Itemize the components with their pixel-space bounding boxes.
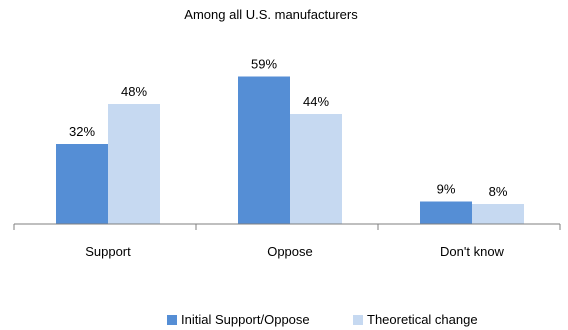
category-label-support: Support (85, 244, 131, 259)
data-label-support-series1: 32% (69, 124, 95, 139)
data-label-oppose-series2: 44% (303, 94, 329, 109)
x-axis-ticks (13, 224, 561, 230)
data-label-don-t-know-series2: 8% (489, 184, 508, 199)
category-labels: Support Oppose Don't know (85, 244, 504, 259)
bar-oppose-series1 (238, 76, 290, 224)
legend-label-series2: Theoretical change (367, 312, 478, 327)
data-label-don-t-know-series1: 9% (437, 182, 456, 197)
legend-label-series1: Initial Support/Oppose (181, 312, 310, 327)
legend-swatch-series2 (353, 315, 363, 325)
category-label-oppose: Oppose (267, 244, 313, 259)
bar-oppose-series2 (290, 114, 342, 224)
data-label-oppose-series1: 59% (251, 57, 277, 72)
bar-support-series1 (56, 144, 108, 224)
bar-support-series2 (108, 104, 160, 224)
legend-swatch-series1 (167, 315, 177, 325)
category-label-don-t-know: Don't know (440, 244, 505, 259)
legend: Initial Support/Oppose Theoretical change (167, 312, 478, 327)
bar-don-t-know-series2 (472, 204, 524, 224)
chart-title: Among all U.S. manufacturers (184, 7, 358, 22)
bar-don-t-know-series1 (420, 201, 472, 224)
data-label-support-series2: 48% (121, 84, 147, 99)
bars-group: 32% 48% 59% 44% 9% 8% (56, 57, 524, 224)
